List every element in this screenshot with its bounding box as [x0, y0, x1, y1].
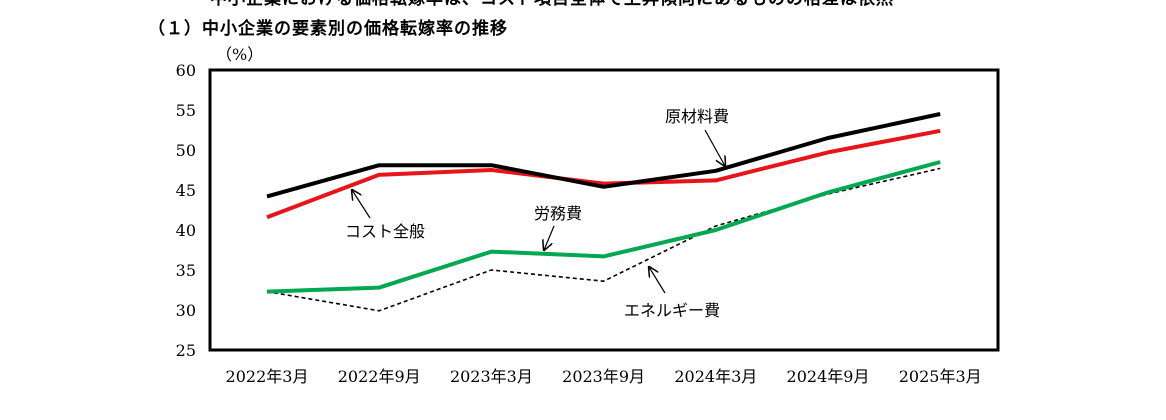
x-tick-label: 2022年3月: [226, 367, 309, 386]
chart-title: （１）中小企業の要素別の価格転嫁率の推移: [148, 19, 508, 39]
y-tick-label: 45: [176, 181, 196, 200]
series-label: エネルギー費: [624, 301, 720, 320]
series-line-3: [266, 160, 941, 294]
annotation-arrow: [352, 190, 371, 219]
y-tick-label: 30: [176, 301, 196, 320]
series-label: 原材料費: [665, 107, 729, 126]
series-line-2: [266, 128, 941, 220]
series-label: コスト全般: [345, 222, 425, 241]
y-axis-label: （%）: [216, 45, 263, 64]
x-tick-label: 2024年9月: [787, 367, 870, 386]
y-tick-label: 25: [176, 341, 196, 360]
x-tick-label: 2022年9月: [338, 367, 421, 386]
plot-frame: [208, 68, 1000, 352]
x-tick-label: 2023年9月: [562, 367, 645, 386]
series-line-4: [266, 167, 941, 312]
annotation-arrow: [544, 225, 555, 250]
series-label: 労務費: [534, 204, 582, 223]
x-tick-label: 2024年3月: [674, 367, 757, 386]
x-tick-label: 2023年3月: [450, 367, 533, 386]
series-line-1: [266, 112, 941, 199]
y-tick-label: 35: [176, 261, 196, 280]
y-tick-label: 60: [176, 61, 196, 80]
y-tick-label: 50: [176, 141, 196, 160]
annotation-arrow: [704, 129, 725, 166]
y-tick-label: 40: [176, 221, 196, 240]
clipped-section-text: 中小企業における価格転嫁率は、コスト項目全体で上昇傾向にあるものの格差は依然: [210, 0, 894, 9]
annotation-arrow: [649, 267, 666, 294]
x-tick-label: 2025年3月: [899, 367, 982, 386]
y-tick-label: 55: [176, 101, 196, 120]
